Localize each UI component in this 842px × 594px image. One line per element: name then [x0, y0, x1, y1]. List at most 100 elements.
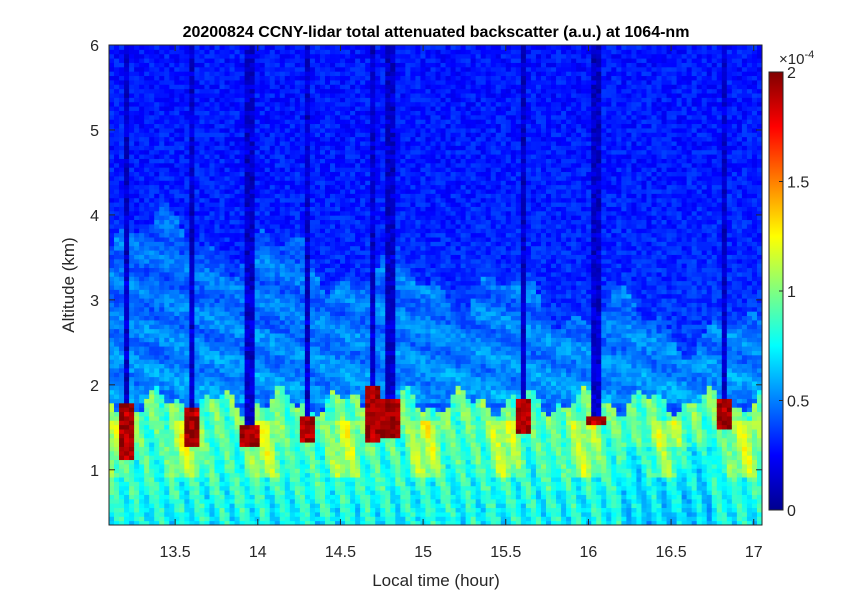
heatmap-cell [305, 316, 311, 321]
heatmap-cell [134, 464, 140, 469]
heatmap-cell [169, 394, 175, 399]
heatmap-cell [189, 49, 195, 54]
heatmap-cell [119, 477, 125, 482]
heatmap-cell [144, 481, 150, 486]
heatmap-cell [179, 137, 185, 142]
heatmap-cell [265, 141, 271, 146]
heatmap-cell [214, 71, 220, 76]
heatmap-cell [124, 403, 130, 408]
heatmap-cell [174, 294, 180, 299]
heatmap-cell [290, 516, 296, 521]
heatmap-cell [114, 110, 120, 115]
heatmap-cell [235, 346, 241, 351]
heatmap-cell [209, 350, 215, 355]
heatmap-cell [139, 364, 145, 369]
heatmap-cell [129, 281, 135, 286]
heatmap-cell [204, 189, 210, 194]
heatmap-cell [214, 193, 220, 198]
heatmap-cell [134, 324, 140, 329]
heatmap-cell [270, 342, 276, 347]
heatmap-cell [119, 425, 125, 430]
heatmap-cell [184, 398, 190, 403]
heatmap-cell [199, 206, 205, 211]
heatmap-cell [230, 62, 236, 67]
heatmap-cell [250, 106, 256, 111]
heatmap-cell [305, 416, 311, 421]
heatmap-cell [235, 333, 241, 338]
heatmap-cell [230, 442, 236, 447]
heatmap-cell [240, 115, 246, 120]
heatmap-cell [250, 394, 256, 399]
heatmap-cell [245, 137, 251, 142]
heatmap-cell [270, 228, 276, 233]
heatmap-cell [169, 346, 175, 351]
heatmap-cell [124, 237, 130, 242]
heatmap-cell [139, 224, 145, 229]
heatmap-cell [220, 359, 226, 364]
heatmap-cell [220, 71, 226, 76]
heatmap-cell [250, 45, 256, 50]
heatmap-cell [290, 364, 296, 369]
heatmap-cell [305, 154, 311, 159]
heatmap-cell [109, 494, 115, 499]
heatmap-cell [184, 302, 190, 307]
heatmap-cell [199, 337, 205, 342]
heatmap-cell [305, 220, 311, 225]
heatmap-cell [255, 167, 261, 172]
heatmap-cell [194, 224, 200, 229]
heatmap-cell [129, 438, 135, 443]
heatmap-cell [149, 115, 155, 120]
heatmap-cell [315, 481, 321, 486]
heatmap-cell [179, 490, 185, 495]
heatmap-cell [189, 359, 195, 364]
heatmap-cell [129, 45, 135, 50]
heatmap-cell [245, 385, 251, 390]
heatmap-cell [270, 355, 276, 360]
heatmap-cell [315, 150, 321, 155]
heatmap-cell [144, 193, 150, 198]
heatmap-cell [310, 398, 316, 403]
heatmap-cell [139, 512, 145, 517]
heatmap-cell [250, 342, 256, 347]
heatmap-cell [295, 473, 301, 478]
heatmap-cell [305, 163, 311, 168]
heatmap-cell [280, 220, 286, 225]
heatmap-cell [240, 193, 246, 198]
heatmap-cell [129, 137, 135, 142]
heatmap-cell [235, 233, 241, 238]
heatmap-cell [225, 385, 231, 390]
heatmap-cell [164, 324, 170, 329]
heatmap-cell [305, 512, 311, 517]
heatmap-cell [174, 468, 180, 473]
heatmap-cell [275, 106, 281, 111]
heatmap-cell [255, 455, 261, 460]
heatmap-cell [300, 158, 306, 163]
heatmap-cell [300, 433, 306, 438]
heatmap-cell [320, 385, 326, 390]
heatmap-cell [164, 180, 170, 185]
heatmap-cell [240, 163, 246, 168]
heatmap-cell [214, 320, 220, 325]
heatmap-cell [245, 477, 251, 482]
heatmap-cell [184, 224, 190, 229]
heatmap-cell [250, 141, 256, 146]
heatmap-cell [220, 220, 226, 225]
heatmap-cell [295, 176, 301, 181]
heatmap-cell [225, 455, 231, 460]
heatmap-cell [149, 294, 155, 299]
heatmap-cell [250, 89, 256, 94]
heatmap-cell [255, 412, 261, 417]
heatmap-cell [114, 355, 120, 360]
heatmap-cell [260, 119, 266, 124]
heatmap-cell [114, 176, 120, 181]
heatmap-cell [235, 477, 241, 482]
heatmap-cell [179, 80, 185, 85]
heatmap-cell [134, 473, 140, 478]
heatmap-cell [265, 329, 271, 334]
heatmap-cell [285, 364, 291, 369]
heatmap-cell [295, 215, 301, 220]
heatmap-cell [144, 93, 150, 98]
heatmap-cell [250, 294, 256, 299]
heatmap-cell [265, 150, 271, 155]
heatmap-cell [134, 298, 140, 303]
